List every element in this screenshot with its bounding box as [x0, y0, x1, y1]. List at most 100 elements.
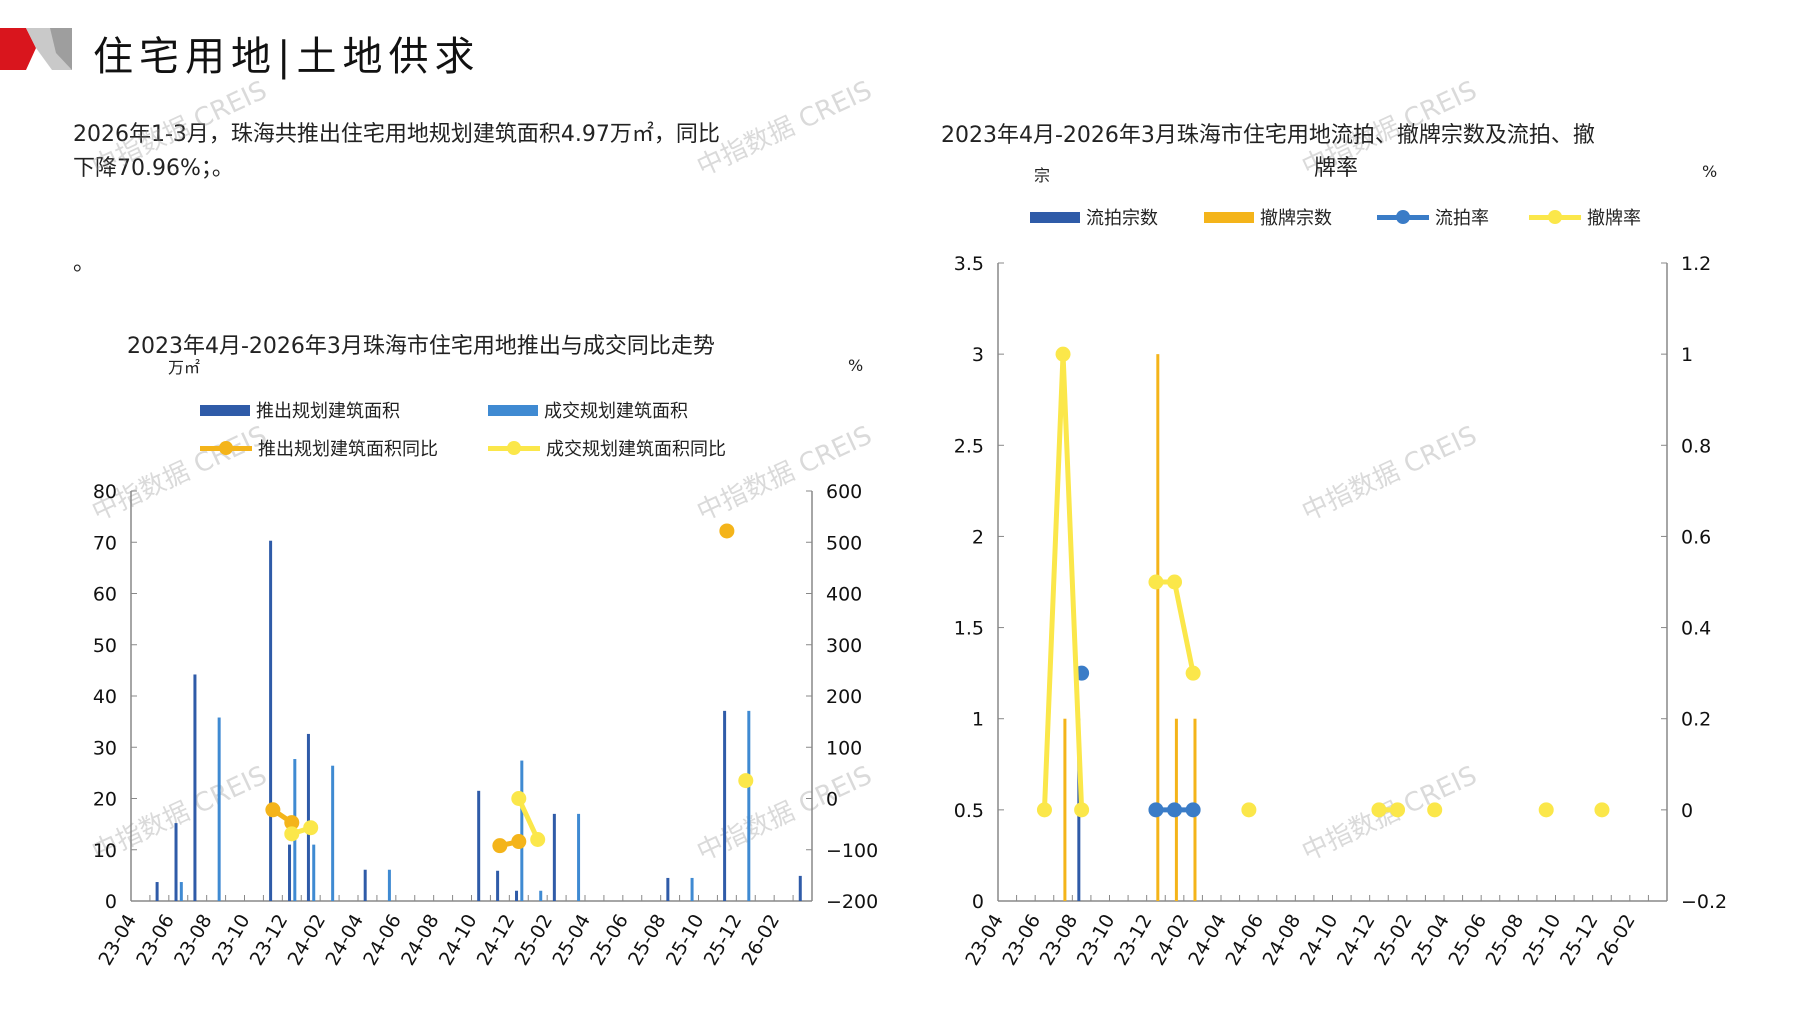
- data-point: [738, 773, 754, 789]
- right-chart-title-line2: 牌率: [1314, 156, 1359, 181]
- bar: [552, 813, 556, 901]
- series-line-segment: [1041, 351, 1066, 813]
- bar: [520, 760, 524, 901]
- bar: [1063, 718, 1067, 901]
- bar: [1156, 354, 1160, 902]
- bar: [515, 890, 519, 901]
- data-point: [303, 820, 319, 836]
- data-point: [1074, 802, 1090, 818]
- y-tick-label: 1.5: [954, 618, 984, 640]
- legend-label: 成交规划建筑面积同比: [546, 439, 726, 460]
- left-chart-y2label: %: [848, 356, 864, 375]
- bar: [306, 733, 310, 901]
- data-point: [284, 815, 300, 831]
- data-point: [1594, 802, 1610, 818]
- legend-swatch: [1529, 209, 1581, 225]
- series-line-segment: [1060, 351, 1085, 813]
- bar: [269, 540, 273, 901]
- legend-label: 成交规划建筑面积: [544, 401, 688, 422]
- bar: [288, 844, 292, 901]
- legend-label: 撤牌率: [1587, 208, 1641, 229]
- legend-item-deal-area: 成交规划建筑面积: [488, 397, 688, 423]
- y-tick-label: 30: [93, 737, 117, 759]
- data-point: [265, 802, 281, 818]
- y-tick-label: 50: [93, 635, 117, 657]
- y2-tick-label: −100: [826, 840, 878, 862]
- bar: [387, 869, 391, 901]
- bar: [363, 869, 367, 901]
- bar: [155, 882, 159, 901]
- y2-tick-label: 0: [826, 789, 838, 811]
- data-point: [1185, 665, 1201, 681]
- y-tick-label: 2.5: [954, 435, 984, 457]
- y2-tick-label: 400: [826, 584, 862, 606]
- right-chart-ylabel: 宗: [1034, 166, 1051, 185]
- bar: [723, 710, 727, 901]
- legend-item-failed-rate: 流拍率: [1377, 204, 1489, 230]
- legend-item-launch-area: 推出规划建筑面积: [200, 397, 400, 423]
- y-tick-label: 40: [93, 686, 117, 708]
- data-point: [1036, 802, 1052, 818]
- legend-swatch: [1030, 211, 1080, 223]
- right-chart-title-line1: 2023年4月-2026年3月珠海市住宅用地流拍、撤牌宗数及流拍、撤: [941, 123, 1595, 148]
- bar: [217, 717, 221, 901]
- page-title: 住宅用地|土地供求: [93, 34, 481, 80]
- legend-item-deal-yoy: 成交规划建筑面积同比: [488, 435, 726, 461]
- y-tick-label: 70: [93, 532, 117, 554]
- y-tick-label: 10: [93, 840, 117, 862]
- legend-swatch: [200, 440, 252, 456]
- data-point: [1390, 802, 1406, 818]
- y2-tick-label: 0: [1681, 800, 1693, 822]
- data-point: [1538, 802, 1554, 818]
- y2-tick-label: 1.2: [1681, 253, 1711, 275]
- y2-tick-label: 600: [826, 481, 862, 503]
- y2-tick-label: 0.2: [1681, 709, 1711, 731]
- brand-logo-icon: [0, 28, 72, 70]
- data-point: [492, 838, 508, 854]
- legend-label: 推出规划建筑面积: [256, 401, 400, 422]
- legend-swatch: [488, 404, 538, 416]
- y2-tick-label: 500: [826, 532, 862, 554]
- data-point: [1241, 802, 1257, 818]
- summary-line-1: 2026年1-3月，珠海共推出住宅用地规划建筑面积4.97万㎡，同比: [73, 122, 720, 147]
- series-line-segment: [1172, 579, 1196, 676]
- y2-tick-label: −0.2: [1681, 891, 1727, 913]
- y-tick-label: 1: [972, 709, 984, 731]
- legend-swatch: [200, 404, 250, 416]
- legend-swatch: [1377, 209, 1429, 225]
- y-tick-label: 20: [93, 789, 117, 811]
- bar: [193, 674, 197, 901]
- y-tick-label: 80: [93, 481, 117, 503]
- legend-item-withdrawn-rate: 撤牌率: [1529, 204, 1641, 230]
- bar: [331, 765, 335, 901]
- data-point: [1167, 574, 1183, 590]
- bar: [477, 790, 481, 901]
- bar: [496, 870, 500, 901]
- data-point: [1055, 346, 1071, 362]
- bar: [539, 890, 543, 901]
- y-tick-label: 0: [105, 891, 117, 913]
- summary-line-2: 下降70.96%；。: [73, 156, 234, 181]
- bar: [174, 823, 178, 901]
- bar: [179, 882, 183, 901]
- data-point: [284, 826, 300, 842]
- legend-label: 流拍率: [1435, 208, 1489, 229]
- y-tick-label: 2: [972, 526, 984, 548]
- bar: [690, 877, 694, 901]
- x-tick-label: 26-02: [738, 911, 785, 970]
- y2-tick-label: 1: [1681, 344, 1693, 366]
- data-point: [1427, 802, 1443, 818]
- y2-tick-label: 0.6: [1681, 526, 1711, 548]
- y-tick-label: 3.5: [954, 253, 984, 275]
- legend-swatch: [488, 440, 540, 456]
- data-point: [719, 523, 735, 539]
- data-point: [530, 832, 546, 847]
- data-point: [511, 791, 527, 806]
- bar: [666, 877, 670, 901]
- data-point: [1148, 574, 1164, 590]
- series-line-segment: [516, 796, 541, 842]
- bar: [747, 710, 751, 901]
- legend-item-withdrawn-count: 撤牌宗数: [1204, 204, 1332, 230]
- bar: [312, 844, 316, 901]
